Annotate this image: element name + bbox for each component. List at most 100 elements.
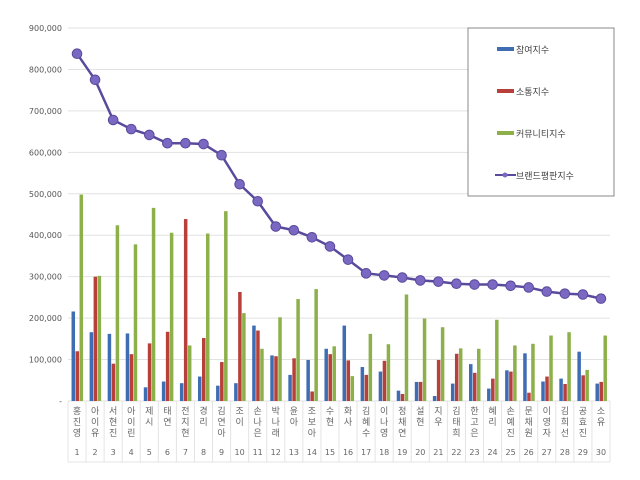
bar-참여지수 (378, 371, 383, 401)
bar-소통지수 (599, 381, 603, 401)
bar-참여지수 (414, 381, 419, 401)
bar-커뮤니티지수 (386, 344, 391, 401)
rank-label: 1 (74, 448, 79, 457)
bar-소통지수 (93, 276, 98, 401)
bar-커뮤니티지수 (97, 275, 102, 401)
y-tick-label: 300,000 (29, 273, 62, 282)
bar-소통지수 (509, 371, 513, 401)
y-tick-label: - (59, 397, 62, 406)
y-tick-label: 200,000 (29, 314, 62, 323)
line-marker (252, 195, 264, 207)
bar-참여지수 (306, 359, 310, 401)
rank-label: 6 (165, 448, 170, 457)
bar-소통지수 (292, 358, 296, 401)
line-marker (180, 137, 191, 149)
bar-참여지수 (396, 390, 401, 401)
bar-참여지수 (198, 376, 202, 401)
bar-소통지수 (111, 363, 116, 401)
bar-커뮤니티지수 (585, 369, 589, 401)
line-marker (577, 289, 589, 300)
rank-label: 27 (542, 448, 552, 457)
line-marker (451, 278, 462, 290)
rank-label: 18 (379, 448, 389, 457)
bar-소통지수 (491, 378, 495, 401)
bar-참여지수 (577, 351, 581, 401)
bar-소통지수 (129, 354, 134, 401)
bar-커뮤니티지수 (495, 319, 499, 401)
bar-소통지수 (436, 359, 441, 401)
legend-swatch (497, 131, 514, 135)
line-marker (89, 74, 101, 86)
bar-커뮤니티지수 (422, 318, 427, 401)
rank-label: 20 (415, 448, 425, 457)
bar-커뮤니티지수 (206, 233, 210, 401)
bar-참여지수 (143, 387, 148, 401)
y-tick-label: 800,000 (29, 65, 62, 74)
bar-참여지수 (89, 332, 94, 401)
rank-label: 16 (343, 448, 353, 457)
bar-커뮤니티지수 (531, 343, 535, 401)
bar-소통지수 (545, 376, 549, 401)
bar-커뮤니티지수 (133, 244, 138, 401)
line-marker (378, 270, 390, 281)
bar-소통지수 (382, 360, 387, 401)
bar-참여지수 (595, 383, 599, 401)
bar-커뮤니티지수 (260, 348, 264, 401)
bar-커뮤니티지수 (296, 299, 300, 401)
bar-커뮤니티지수 (603, 335, 607, 401)
line-marker (144, 129, 155, 141)
rank-label: 10 (235, 448, 245, 457)
line-marker (216, 149, 227, 161)
y-tick-label: 600,000 (29, 148, 62, 157)
bar-커뮤니티지수 (404, 294, 409, 401)
bar-참여지수 (125, 333, 130, 401)
bar-참여지수 (523, 353, 527, 401)
bar-커뮤니티지수 (440, 327, 445, 401)
line-marker (505, 280, 516, 292)
bar-참여지수 (469, 364, 473, 401)
rank-label: 13 (289, 448, 299, 457)
rank-label: 28 (560, 448, 570, 457)
line-marker (162, 137, 173, 149)
bar-참여지수 (487, 388, 491, 401)
bar-참여지수 (216, 385, 220, 401)
y-tick-label: 500,000 (29, 190, 62, 199)
line-marker (288, 224, 300, 236)
y-tick-label: 900,000 (29, 24, 62, 33)
line-marker (270, 221, 282, 232)
bar-커뮤니티지수 (187, 345, 192, 401)
bar-참여지수 (559, 378, 563, 401)
bar-소통지수 (328, 354, 332, 401)
rank-label: 23 (469, 448, 479, 457)
line-marker (396, 272, 408, 283)
rank-label: 19 (397, 448, 407, 457)
rank-label: 5 (147, 448, 152, 457)
bar-참여지수 (161, 381, 166, 401)
bar-커뮤니티지수 (151, 207, 156, 401)
legend-label: 참여지수 (516, 44, 549, 56)
bar-참여지수 (541, 381, 545, 401)
bar-참여지수 (450, 383, 455, 401)
line-marker (487, 279, 498, 290)
rank-label: 7 (183, 448, 188, 457)
legend-label: 커뮤니티지수 (516, 129, 566, 140)
bar-커뮤니티지수 (278, 317, 282, 401)
bar-소통지수 (147, 343, 152, 401)
rank-label: 11 (253, 448, 263, 457)
